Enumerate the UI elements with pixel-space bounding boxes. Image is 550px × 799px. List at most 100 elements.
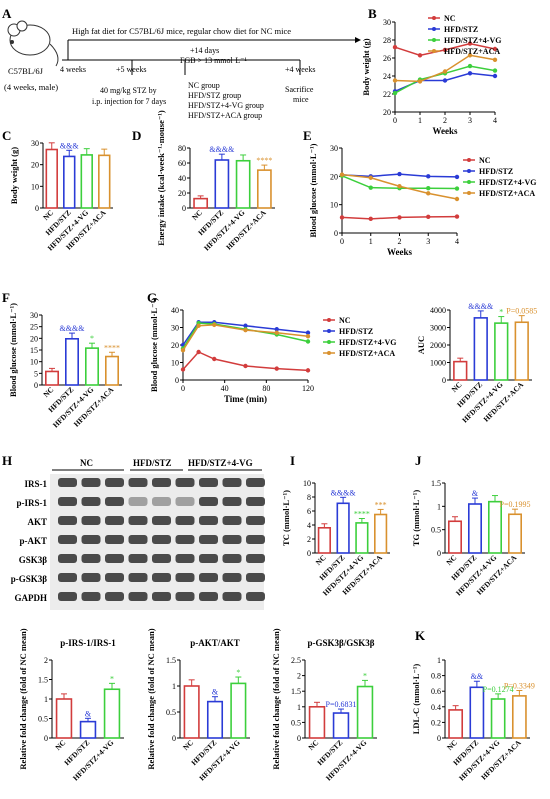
chart-g-series-0-point-0	[180, 367, 186, 372]
blot-header-vg: HFD/STZ+4-VG	[188, 458, 253, 468]
chart-g-series-0-point-4	[274, 366, 279, 371]
blot-band-5-8	[246, 573, 265, 582]
chart-e-series-0-point-1	[368, 216, 373, 222]
chart-c-ytick-label-2: 20	[31, 161, 39, 170]
chart-h2-ytick-label-3: 1.5	[166, 656, 176, 665]
chart-b-legend-label-3: HFD/STZ+ACA	[444, 47, 500, 56]
chart-e-series-3-point-0	[339, 172, 345, 177]
sacrifice-label-2: mice	[293, 95, 309, 104]
chart-e-series-0-point-4	[454, 214, 460, 219]
chart-d-ytick-label-0: 0	[182, 204, 186, 213]
blot-row-label-2: AKT	[27, 517, 47, 527]
chart-e-series-3-point-4	[454, 196, 460, 202]
chart-e-series-3-point-2	[397, 184, 402, 189]
blot-band-4-1	[81, 554, 101, 563]
blot-band-1-3	[128, 497, 148, 506]
chart-d-bar-1	[214, 159, 230, 209]
blot-band-0-3	[128, 478, 148, 487]
blot-band-3-7	[222, 535, 242, 544]
chart-g-series-0-point-3	[243, 363, 248, 369]
chart-c-bar-1	[63, 155, 76, 209]
blot-band-3-2	[105, 535, 124, 544]
blot-band-1-2	[105, 497, 124, 506]
chart-f-bar-1	[65, 337, 80, 386]
chart-k-annotation-2: P=0.1274	[483, 685, 514, 694]
chart-b-ytick-label-0: 20	[383, 108, 391, 117]
blot-band-5-4	[152, 573, 171, 582]
chart-d-ylabel: Energy intake (kcal·week⁻¹·mouse⁻¹)	[156, 110, 166, 246]
chart-i-annotation-2: ****	[354, 509, 370, 518]
blot-band-0-0	[58, 478, 77, 487]
blot-band-0-4	[152, 478, 171, 487]
chart-b-series-0-point-2	[442, 47, 448, 53]
blot-band-5-2	[105, 573, 124, 582]
panel-letter-k: K	[415, 628, 426, 643]
chart-e-legend-label-1: HFD/STZ	[479, 167, 513, 176]
chart-c-ytick-label-0: 0	[35, 204, 39, 213]
blot-band-2-8	[246, 516, 265, 525]
blot-row-label-3: p-AKT	[19, 536, 47, 546]
chart-b-legend-label-2: HFD/STZ+4-VG	[444, 36, 501, 45]
group-list-3: HFD/STZ+ACA group	[188, 111, 262, 120]
blot-band-1-5	[175, 497, 195, 506]
chart-c-ytick-label-1: 10	[31, 182, 39, 191]
blot-band-0-2	[105, 478, 124, 487]
mouse-strain-label: C57BL/6J	[8, 66, 44, 76]
chart-k-bar-0	[448, 709, 464, 739]
chart-h2-xtick-label-0: NC	[181, 738, 195, 752]
blot-band-0-8	[246, 478, 265, 487]
chart-g-series-3-point-0	[180, 348, 186, 353]
chart-g-auc-ytick-label-1: 1000	[430, 359, 446, 368]
chart-g-ytick-label-3: 30	[171, 324, 179, 333]
blot-band-4-3	[128, 554, 148, 563]
chart-d: 0 20 40 60 80 Energy intake (kcal·week⁻¹·mous…	[156, 110, 275, 253]
chart-h2-bar-1	[206, 700, 224, 739]
chart-i-ytick-label-2: 4	[307, 521, 311, 530]
blot-band-3-6	[199, 535, 218, 544]
chart-g-series-2-point-5	[305, 339, 311, 344]
blot-band-2-4	[152, 516, 171, 525]
chart-h2-ytick-label-2: 1	[172, 682, 176, 691]
chart-e-series-2-point-3	[426, 186, 431, 191]
chart-d-bar-3	[256, 169, 272, 209]
chart-f-xtick-label-0: NC	[41, 385, 55, 399]
group-list-2: HFD/STZ+4-VG group	[188, 101, 264, 110]
chart-g-xtick-label-0: 0	[181, 384, 185, 393]
chart-g-auc-bar-1	[473, 317, 488, 381]
chart-g-ytick-label-2: 20	[171, 341, 179, 350]
timeline-label-start: 4 weeks	[60, 65, 86, 74]
chart-h2-annotation-1: &	[212, 688, 219, 697]
blot-band-1-6	[199, 497, 218, 506]
chart-g-legend-marker-3	[327, 351, 331, 355]
chart-b-series-2-point-0	[392, 90, 398, 96]
chart-f-bar-2	[85, 347, 100, 386]
chart-k-annotation-1: &&	[471, 672, 484, 681]
chart-k-ytick-label-3: 0.6	[431, 687, 441, 696]
chart-g-series-1-point-4	[274, 327, 279, 332]
chart-b-xtick-label-4: 4	[493, 116, 497, 125]
chart-k-ytick-label-4: 0.8	[431, 672, 441, 681]
diet-arrowhead	[355, 37, 361, 43]
group-list-0: NC group	[188, 81, 220, 90]
blot-band-1-7	[222, 497, 242, 506]
chart-b-legend-label-0: NC	[444, 14, 456, 23]
chart-g-xtick-label-3: 120	[302, 384, 314, 393]
chart-h3-bar-2	[356, 685, 374, 739]
chart-h3: 0 0.5 1 1.5 2 2.5 Relative fold change (fold o…	[271, 628, 377, 783]
panel-letter-b: B	[368, 6, 377, 21]
chart-b-series-0-point-3	[467, 41, 473, 46]
blot-header-nc: NC	[80, 458, 93, 468]
blot-band-3-1	[81, 535, 101, 544]
chart-d-ytick-label-4: 80	[178, 144, 186, 153]
chart-e-series-2-point-4	[454, 186, 460, 191]
panel-letter-j: J	[415, 453, 422, 468]
panel-letter-d: D	[132, 128, 141, 143]
chart-g-ytick-label-1: 10	[171, 359, 179, 368]
chart-h3-ytick-label-1: 0.5	[291, 718, 301, 727]
blot-band-2-6	[199, 516, 218, 525]
chart-g-auc: 01000200030004000AUCNCHFD/STZ&&&&HFD/STZ…	[416, 302, 537, 425]
chart-b-xtick-label-2: 2	[443, 116, 447, 125]
chart-i-bar-0	[317, 526, 331, 554]
chart-b-series-0-point-1	[417, 53, 423, 58]
